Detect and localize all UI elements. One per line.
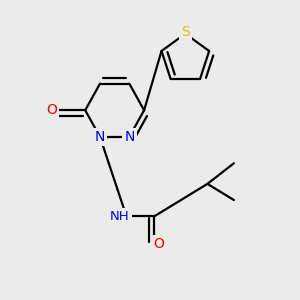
Text: N: N	[124, 130, 135, 144]
Text: O: O	[153, 237, 164, 251]
Text: N: N	[95, 130, 105, 144]
Text: NH: NH	[110, 210, 130, 223]
Text: S: S	[181, 25, 190, 39]
Text: O: O	[46, 103, 57, 117]
